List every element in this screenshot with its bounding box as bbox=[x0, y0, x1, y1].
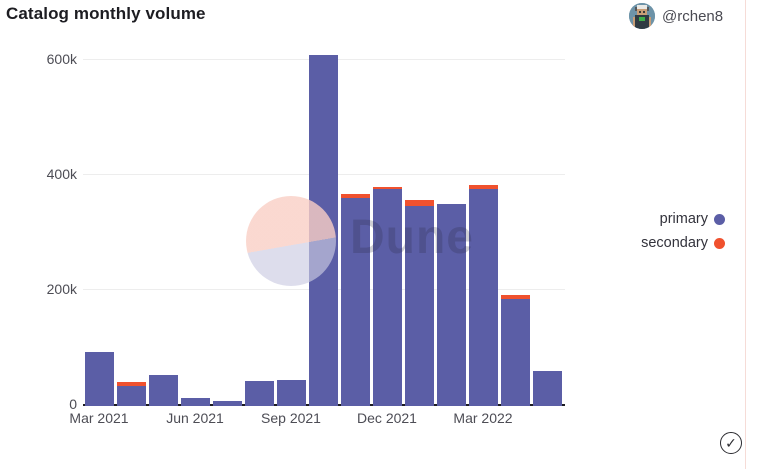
bar-mar-2021[interactable] bbox=[84, 352, 114, 406]
x-tick-label: Mar 2021 bbox=[69, 410, 129, 426]
y-tick-label: 200k bbox=[46, 281, 77, 297]
bar-secondary-segment bbox=[404, 200, 434, 206]
author-badge[interactable]: @rchen8 bbox=[629, 3, 723, 29]
x-tick-label: Mar 2022 bbox=[453, 410, 513, 426]
bar-secondary-segment bbox=[500, 294, 530, 300]
x-tick-label: Dec 2021 bbox=[357, 410, 417, 426]
bar-feb-2022[interactable] bbox=[436, 204, 466, 406]
bar-jan-2022[interactable] bbox=[404, 200, 434, 406]
bar-dec-2021[interactable] bbox=[372, 186, 402, 406]
bar-jun-2021[interactable] bbox=[180, 398, 210, 406]
legend-dot-secondary bbox=[714, 237, 725, 249]
bar-mar-2022[interactable] bbox=[468, 184, 498, 406]
bar-may-2022[interactable] bbox=[532, 371, 562, 406]
y-tick-label: 0 bbox=[69, 396, 77, 412]
legend-item-primary[interactable]: primary bbox=[641, 207, 725, 231]
pixel-avatar-icon bbox=[629, 3, 655, 29]
legend-item-secondary[interactable]: secondary bbox=[641, 231, 725, 255]
bar-secondary-segment bbox=[340, 194, 370, 199]
bar-apr-2021[interactable] bbox=[116, 382, 146, 406]
x-tick-label: Sep 2021 bbox=[261, 410, 321, 426]
chart-legend: primary secondary bbox=[641, 207, 725, 255]
bar-secondary-segment bbox=[116, 382, 146, 386]
dune-watermark-text: Dune bbox=[350, 211, 474, 264]
panel-divider bbox=[745, 0, 746, 469]
bar-apr-2022[interactable] bbox=[500, 294, 530, 406]
bar-secondary-segment bbox=[468, 184, 498, 189]
bar-jul-2021[interactable] bbox=[212, 401, 242, 406]
y-tick-label: 600k bbox=[46, 51, 77, 67]
legend-label: secondary bbox=[641, 235, 708, 251]
legend-dot-primary bbox=[714, 213, 725, 225]
chart-title: Catalog monthly volume bbox=[6, 4, 206, 23]
x-tick-label: Jun 2021 bbox=[166, 410, 224, 426]
bar-nov-2021[interactable] bbox=[340, 194, 370, 406]
check-circle-icon[interactable]: ✓ bbox=[720, 432, 742, 454]
bar-sep-2021[interactable] bbox=[276, 380, 306, 406]
legend-label: primary bbox=[659, 211, 708, 227]
bar-aug-2021[interactable] bbox=[244, 381, 274, 406]
author-avatar[interactable] bbox=[629, 3, 655, 29]
y-tick-label: 400k bbox=[46, 166, 77, 182]
bar-secondary-segment bbox=[372, 186, 402, 189]
bar-may-2021[interactable] bbox=[148, 375, 178, 406]
author-handle[interactable]: @rchen8 bbox=[662, 7, 724, 25]
dune-logo-watermark bbox=[246, 196, 336, 286]
